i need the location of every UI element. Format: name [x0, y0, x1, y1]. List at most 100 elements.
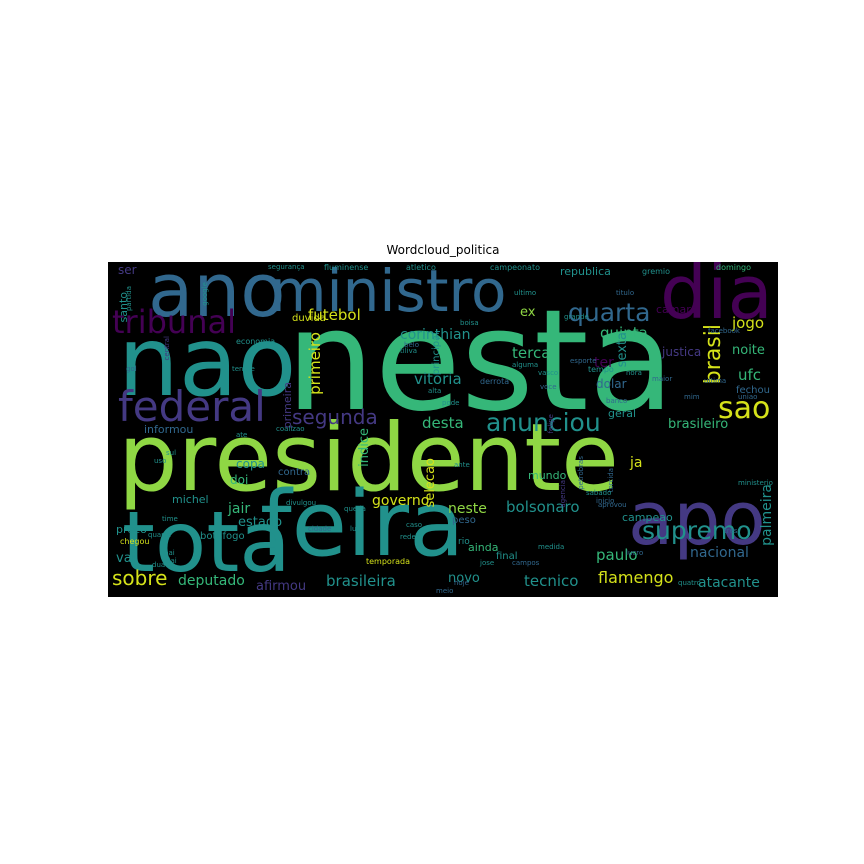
- word-jogo: jogo: [732, 314, 765, 332]
- word-novo: novo: [448, 571, 480, 586]
- word-sabado: sabado: [586, 489, 612, 497]
- word-segunda: segunda: [292, 405, 378, 429]
- word-governo: governo: [372, 493, 430, 509]
- word-tota: tota: [122, 493, 291, 591]
- word-desta: desta: [422, 414, 464, 432]
- word-tiliva: tiliva: [400, 347, 418, 355]
- word-sobre: sobre: [112, 566, 168, 590]
- word-uso: uso: [154, 457, 167, 465]
- word-atletico: atletico: [406, 263, 436, 272]
- word-vai: vai: [116, 551, 136, 566]
- word-uniao: uniao: [738, 393, 758, 401]
- word-rede: rede: [400, 533, 416, 541]
- word-ainda: ainda: [468, 541, 499, 554]
- word-botafogo: botafogo: [200, 531, 245, 542]
- word-geral: geral: [608, 407, 637, 420]
- word-cidade: cidade: [308, 525, 332, 533]
- word-medida: medida: [538, 543, 565, 551]
- word-duvida: duvida: [292, 313, 326, 324]
- word-ministro: ministro: [270, 262, 507, 325]
- word-palmeira: palmeira: [759, 484, 775, 546]
- word-dia: dia: [660, 262, 773, 336]
- word-terca: terca: [512, 344, 551, 362]
- word-rio: rio: [458, 537, 470, 547]
- word-ultimo: ultimo: [514, 289, 537, 297]
- word-gremio: gremio: [642, 267, 671, 276]
- word-apo: apo: [628, 476, 766, 562]
- word-temporada: temporada: [366, 557, 410, 566]
- word-noite: noite: [732, 343, 765, 358]
- word-ter: ter: [594, 355, 614, 371]
- word-estado: estado: [238, 515, 283, 530]
- word-tenere: tenere: [232, 365, 255, 373]
- word-supremo: supremo: [642, 516, 752, 545]
- word-ministerio: ministerio: [738, 479, 773, 487]
- word-camara: camara: [656, 303, 698, 316]
- word-campeonato: campeonato: [490, 263, 540, 272]
- word-atacante: atacante: [698, 575, 760, 591]
- word-fechou: fechou: [736, 385, 770, 396]
- word-feira: feira: [260, 472, 465, 577]
- word-petrobras: petrobras: [577, 456, 585, 490]
- word-hoje: hoje: [454, 579, 469, 587]
- word-divulgou: divulgou: [286, 499, 317, 507]
- word-presidente: presidente: [118, 404, 619, 513]
- word-domingo: domingo: [716, 263, 752, 272]
- word-contra: contra: [278, 467, 311, 478]
- word-quarta: quarta: [568, 298, 651, 327]
- word-alta: alta: [428, 387, 442, 395]
- word-peso: peso: [452, 515, 476, 526]
- word-maior: maior: [652, 375, 673, 383]
- word-campeao: campeao: [622, 511, 673, 524]
- word-republica: republica: [560, 265, 611, 278]
- word-neste: neste: [448, 501, 487, 517]
- word-quarta: quarta: [148, 531, 172, 539]
- word-sao: sao: [718, 391, 771, 426]
- word-doi: doi: [230, 473, 249, 487]
- word-caso: caso: [406, 521, 423, 529]
- word-selecao: selecao: [423, 458, 438, 508]
- word-partida: partida: [125, 286, 133, 312]
- word-quinta: quinta: [600, 324, 648, 342]
- wordcloud-canvas: nesta presidente nao feira ano ministro dia apo…: [108, 262, 778, 597]
- word-felipe: felipe: [547, 414, 555, 434]
- word-esporte: esporte: [570, 357, 597, 365]
- word-banco: banco: [606, 397, 628, 405]
- word-alguma: alguma: [512, 361, 539, 369]
- word-corinthian: corinthian: [400, 327, 471, 343]
- word-meio: meio: [436, 587, 454, 595]
- word-bolsonaro: bolsonaro: [506, 498, 580, 516]
- word-dolar: dolar: [596, 377, 627, 391]
- word-time: time: [162, 515, 178, 523]
- word-google: google: [201, 282, 209, 306]
- word-belo: belo: [404, 341, 419, 349]
- word-agencia: agencia: [559, 480, 567, 508]
- word-nesta: nesta: [286, 280, 675, 443]
- word-dua: dua: [152, 561, 166, 569]
- word-ser: ser: [118, 263, 137, 277]
- word-fluminense: fluminense: [324, 263, 369, 272]
- word-michel: michel: [172, 493, 209, 506]
- word-deputado: deputado: [178, 573, 245, 589]
- word-mim: mim: [684, 393, 700, 401]
- word-lucro: lucro: [626, 549, 644, 557]
- word-flamengo: flamengo: [598, 568, 674, 587]
- word-tribunal: tribunal: [112, 303, 236, 341]
- word-justica: justica: [662, 345, 702, 359]
- word-jose: jose: [480, 559, 495, 567]
- word-gol: gol: [126, 365, 137, 373]
- figure-title: Wordcloud_politica: [386, 243, 500, 257]
- word-federal: federal: [118, 382, 266, 431]
- word-boisa: boisa: [460, 319, 479, 327]
- word-central: central: [163, 336, 171, 361]
- word-nora: nora: [626, 369, 642, 377]
- word-paulo: paulo: [596, 546, 638, 564]
- word-vasco: vasco: [538, 369, 559, 377]
- word-ja: ja: [630, 455, 643, 471]
- word-indice: indice: [357, 428, 372, 467]
- word-tres: tres: [724, 527, 738, 535]
- word-primeira: primeira: [281, 382, 294, 429]
- word-ufc: ufc: [738, 366, 762, 384]
- word-brasileiro: brasileiro: [668, 417, 729, 432]
- word-ex: ex: [520, 305, 536, 320]
